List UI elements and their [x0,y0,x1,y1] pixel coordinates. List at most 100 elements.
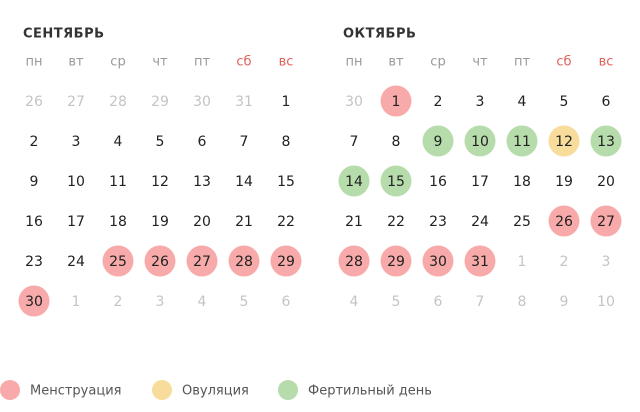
day-number: 23 [25,254,43,270]
day-number: 31 [471,254,489,270]
day-number: 29 [277,254,295,270]
day-marker [590,125,622,157]
day-number: 28 [345,254,363,270]
weekday-label: ср [110,55,125,70]
day-number: 10 [471,134,489,150]
day-number: 30 [345,94,363,110]
day-number: 22 [387,214,405,230]
weekday-label: пт [194,55,210,70]
day-number: 1 [282,94,291,110]
day-number: 8 [282,134,291,150]
day-number: 27 [67,94,85,110]
day-number: 16 [429,174,447,190]
day-number: 24 [471,214,489,230]
day-number: 3 [156,294,165,310]
legend-label: Менструация [30,384,121,399]
legend-swatch [278,380,298,400]
day-number: 15 [277,174,295,190]
day-marker [228,245,260,277]
day-number: 11 [109,174,127,190]
day-number: 28 [235,254,253,270]
month-title: ОКТЯБРЬ [343,27,416,42]
day-marker [144,245,176,277]
day-marker [422,245,454,277]
day-number: 1 [392,94,401,110]
day-marker [380,165,412,197]
day-number: 2 [434,94,443,110]
weekday-label: пт [514,55,530,70]
weekday-label: сб [236,55,251,70]
weekday-label: пн [346,55,363,70]
day-number: 29 [151,94,169,110]
day-number: 12 [151,174,169,190]
day-number: 2 [114,294,123,310]
weekday-label: вс [279,55,294,70]
day-number: 17 [471,174,489,190]
weekday-label: пн [26,55,43,70]
day-number: 26 [151,254,169,270]
day-number: 21 [235,214,253,230]
day-number: 12 [555,134,573,150]
legend-swatch [152,380,172,400]
day-number: 5 [240,294,249,310]
day-number: 2 [30,134,39,150]
day-number: 21 [345,214,363,230]
day-marker [464,245,496,277]
day-number: 7 [240,134,249,150]
day-number: 30 [25,294,43,310]
day-number: 5 [156,134,165,150]
day-number: 27 [597,214,615,230]
day-marker [186,245,218,277]
day-number: 15 [387,174,405,190]
legend-label: Овуляция [182,384,249,399]
day-number: 8 [392,134,401,150]
day-marker [338,245,370,277]
day-number: 18 [109,214,127,230]
day-number: 20 [597,174,615,190]
day-number: 8 [518,294,527,310]
day-number: 26 [25,94,43,110]
weekday-label: сб [556,55,571,70]
day-number: 28 [109,94,127,110]
day-number: 3 [72,134,81,150]
day-number: 3 [476,94,485,110]
day-number: 4 [198,294,207,310]
day-number: 9 [560,294,569,310]
day-number: 9 [30,174,39,190]
day-number: 7 [476,294,485,310]
day-number: 31 [235,94,253,110]
day-number: 20 [193,214,211,230]
weekday-label: чт [472,55,488,70]
day-number: 27 [193,254,211,270]
month-title: СЕНТЯБРЬ [23,27,105,42]
day-number: 13 [597,134,615,150]
day-number: 5 [392,294,401,310]
day-number: 4 [518,94,527,110]
day-marker [102,245,134,277]
weekday-label: вт [68,55,84,70]
day-number: 6 [434,294,443,310]
day-marker [338,165,370,197]
day-marker [18,285,50,317]
day-marker [380,85,412,117]
day-marker [270,245,302,277]
day-number: 30 [193,94,211,110]
day-marker [506,125,538,157]
day-number: 25 [513,214,531,230]
day-number: 16 [25,214,43,230]
day-number: 6 [198,134,207,150]
day-number: 30 [429,254,447,270]
day-number: 10 [597,294,615,310]
day-number: 7 [350,134,359,150]
day-number: 11 [513,134,531,150]
day-number: 10 [67,174,85,190]
day-marker [422,125,454,157]
day-marker [548,205,580,237]
day-number: 22 [277,214,295,230]
day-number: 6 [602,94,611,110]
day-marker [548,125,580,157]
day-number: 4 [114,134,123,150]
day-number: 3 [602,254,611,270]
day-number: 1 [72,294,81,310]
